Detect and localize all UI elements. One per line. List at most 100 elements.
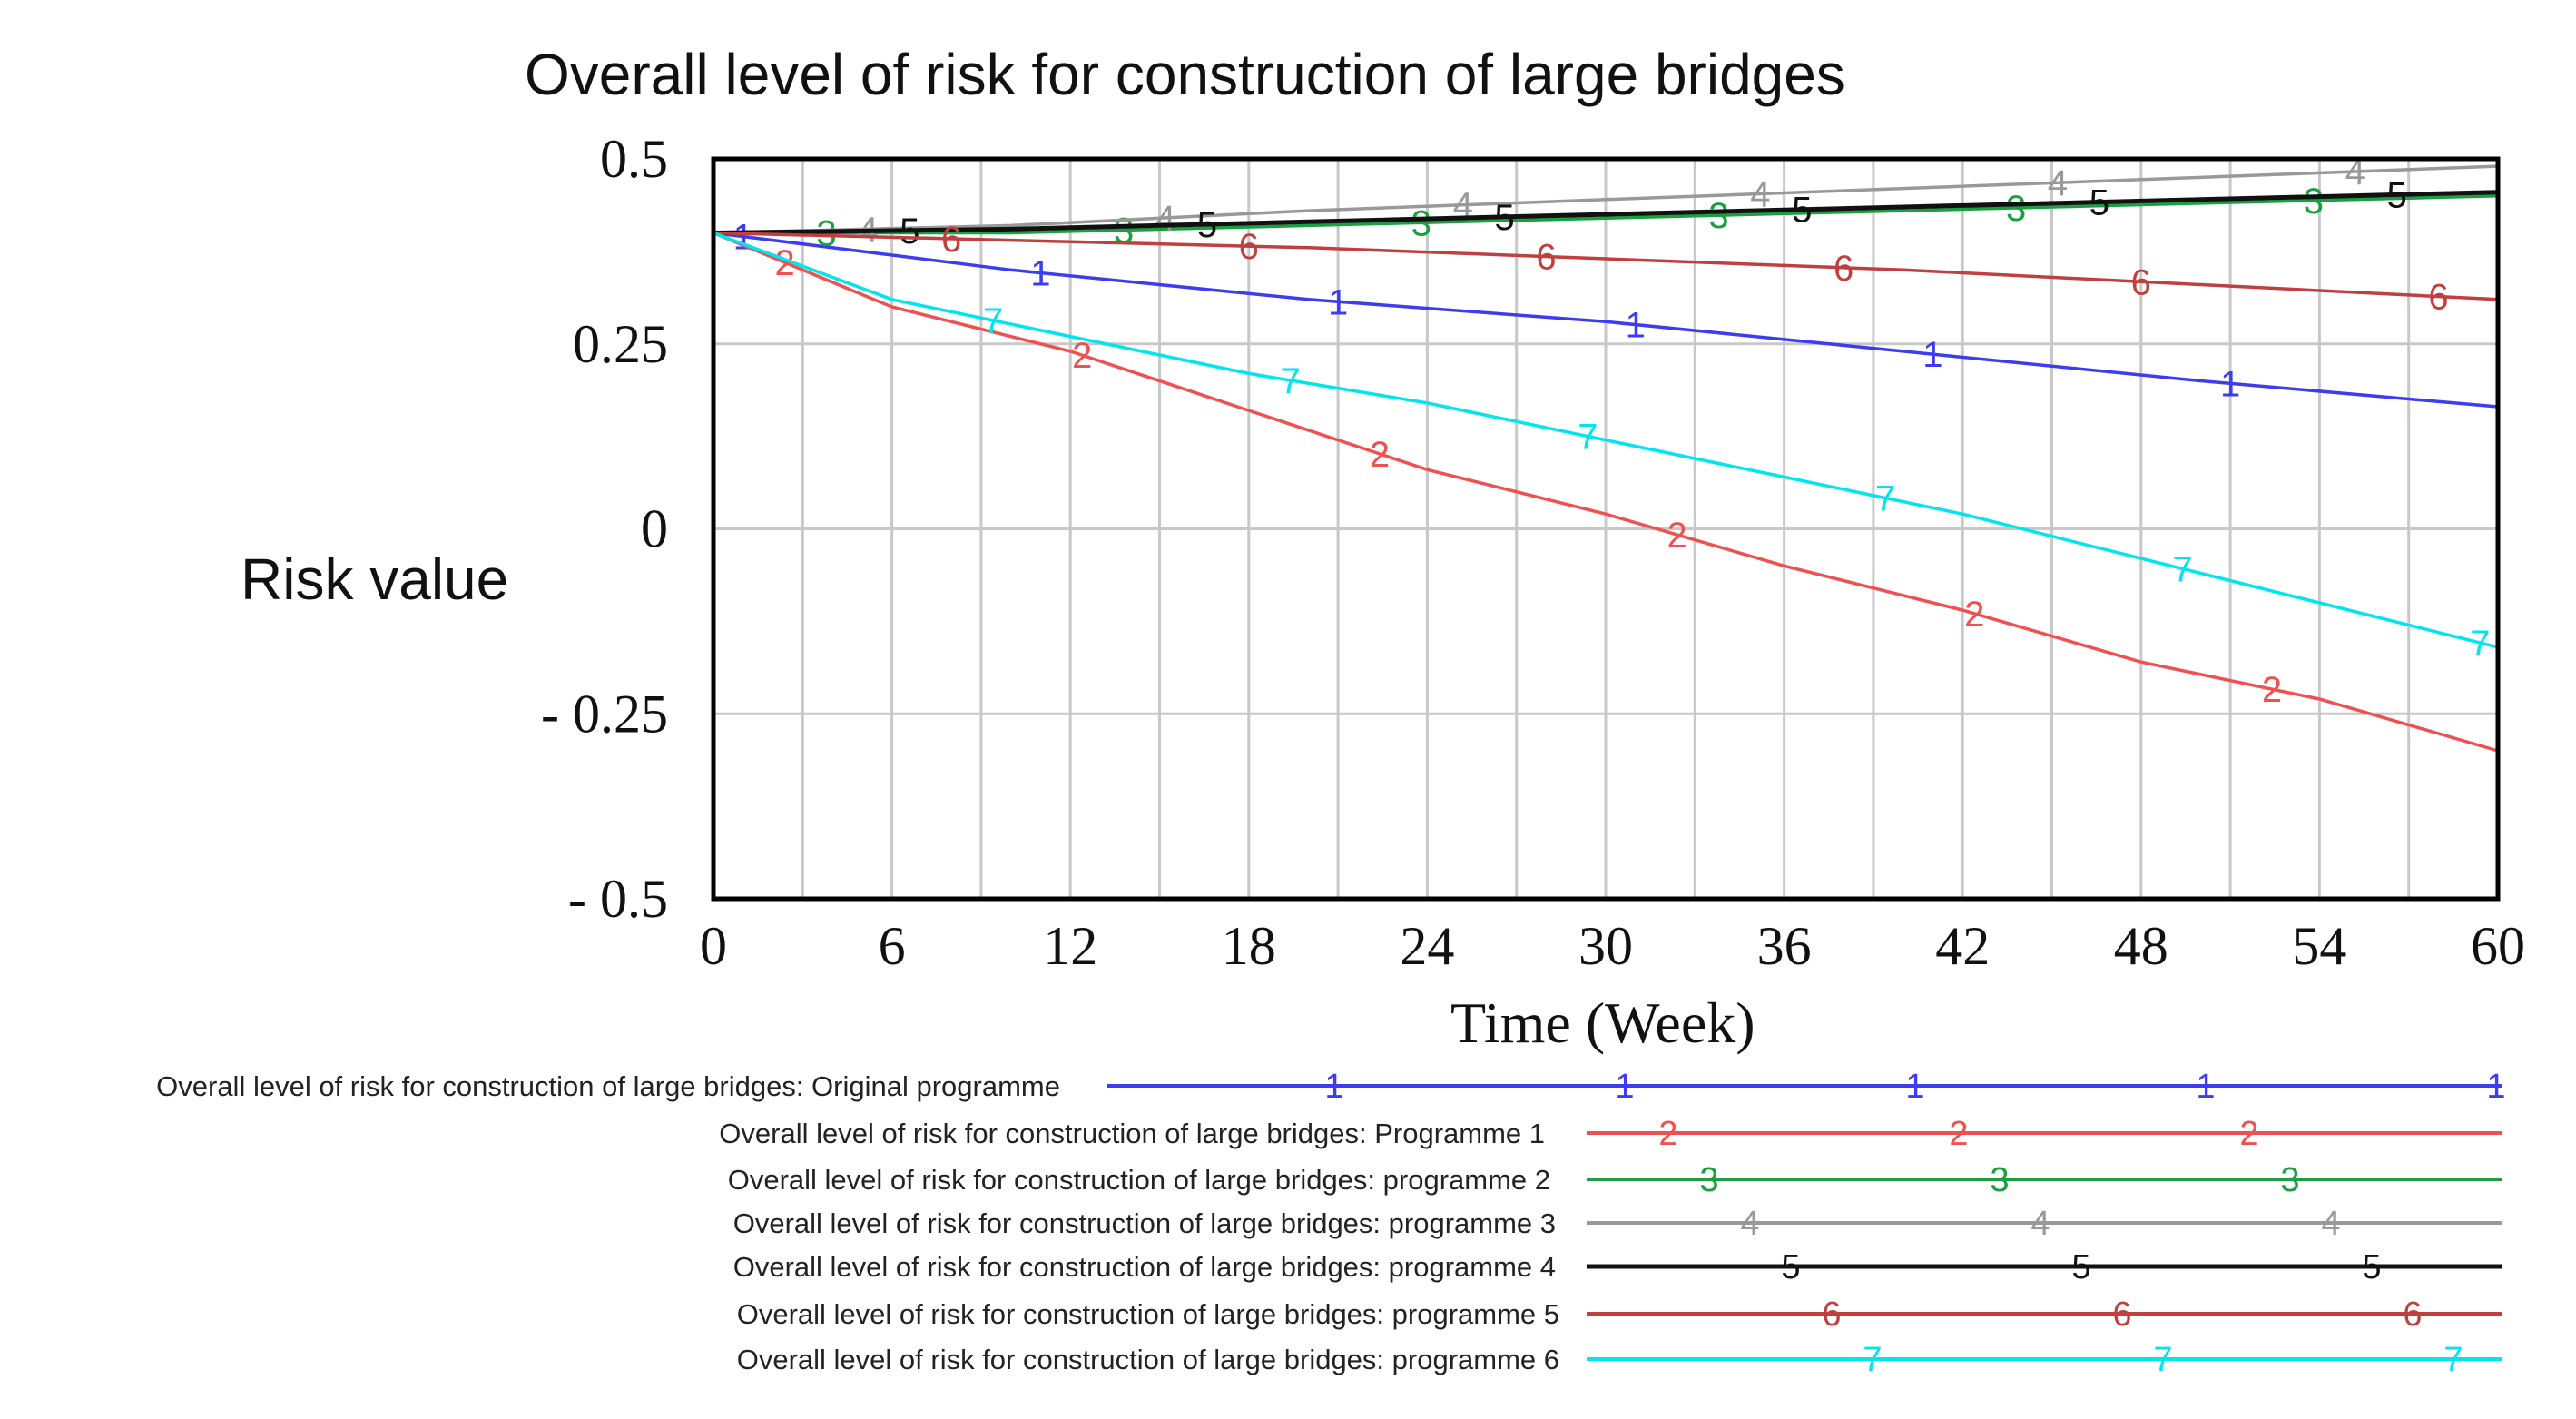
x-tick-label: 48 (2114, 916, 2168, 976)
legend-label: Overall level of risk for construction o… (156, 1070, 1060, 1102)
legend-marker: 7 (2443, 1341, 2463, 1379)
x-tick-label: 12 (1043, 916, 1097, 976)
legend-marker: 3 (1699, 1161, 1718, 1199)
series-marker-6: 6 (2131, 262, 2151, 302)
x-tick-label: 24 (1400, 916, 1454, 976)
y-tick-label: - 0.5 (568, 869, 668, 929)
legend-marker: 6 (2403, 1296, 2422, 1334)
series-marker-7: 7 (1578, 418, 1598, 458)
series-marker-1: 1 (1626, 306, 1646, 346)
legend-marker: 4 (2321, 1205, 2340, 1243)
legend-marker: 1 (1905, 1068, 1924, 1106)
x-tick-label: 18 (1222, 916, 1276, 976)
series-marker-4: 4 (1750, 174, 1770, 214)
plot-frame (711, 156, 2501, 902)
legend-marker: 2 (1949, 1115, 1968, 1153)
legend-marker: 1 (1615, 1068, 1634, 1106)
series-marker-7: 7 (1875, 479, 1895, 519)
legend-label: Overall level of risk for construction o… (728, 1164, 1550, 1196)
x-tick-label: 54 (2292, 916, 2346, 976)
x-tick-label: 42 (1935, 916, 1990, 976)
series-marker-1: 1 (1922, 335, 1942, 375)
legend-marker: 1 (2486, 1068, 2505, 1106)
series-marker-4: 4 (2048, 163, 2068, 203)
legend-label: Overall level of risk for construction o… (733, 1251, 1556, 1283)
legend-marker: 5 (2362, 1248, 2381, 1286)
series-marker-5: 5 (1197, 205, 1217, 245)
series-marker-7: 7 (1281, 361, 1301, 401)
legend-label: Overall level of risk for construction o… (737, 1298, 1559, 1330)
series-marker-2: 2 (1370, 435, 1390, 475)
series-line-7 (713, 231, 2499, 649)
series-marker-5: 5 (2386, 175, 2406, 215)
legend: Overall level of risk for construction o… (156, 1068, 2505, 1379)
series-marker-7: 7 (2470, 624, 2490, 664)
legend-marker: 5 (2071, 1248, 2090, 1286)
legend-marker: 1 (2196, 1068, 2215, 1106)
series-marker-6: 6 (1239, 227, 1259, 267)
legend-marker: 3 (2280, 1161, 2299, 1199)
legend-marker: 3 (1990, 1161, 2009, 1199)
series-marker-5: 5 (1792, 191, 1812, 231)
series-line-3 (713, 194, 2499, 235)
x-tick-label: 60 (2471, 916, 2525, 976)
series-marker-3: 3 (2304, 182, 2324, 222)
chart-title: Overall level of risk for construction o… (525, 42, 1845, 107)
series-marker-6: 6 (1834, 249, 1853, 289)
series-line-5 (713, 190, 2499, 235)
series-marker-3: 3 (1708, 196, 1728, 236)
legend-item-3: Overall level of risk for construction o… (728, 1161, 2502, 1199)
y-tick-label: 0.25 (573, 314, 668, 374)
y-tick-labels: 0.5 0.25 0 - 0.25 - 0.5 (541, 129, 668, 929)
x-tick-label: 30 (1578, 916, 1633, 976)
x-tick-labels: 0 6 12 18 24 30 36 42 48 54 60 (700, 916, 2525, 976)
legend-marker: 7 (2153, 1341, 2172, 1379)
series-marker-5: 5 (2089, 183, 2109, 223)
series-marker-4: 4 (1155, 199, 1175, 239)
series-marker-1: 1 (1328, 282, 1348, 322)
series-marker-6: 6 (941, 220, 961, 260)
series-marker-7: 7 (2173, 550, 2193, 590)
legend-marker: 6 (2112, 1296, 2131, 1334)
series-line-6 (713, 231, 2499, 301)
legend-item-2: Overall level of risk for construction o… (719, 1115, 2502, 1153)
series-marker-3: 3 (1411, 203, 1431, 243)
legend-marker: 2 (2239, 1115, 2258, 1153)
y-tick-label: - 0.25 (541, 684, 668, 744)
series-marker-5: 5 (1494, 198, 1514, 238)
legend-marker: 6 (1822, 1296, 1841, 1334)
series-marker-3: 3 (1114, 211, 1134, 251)
legend-item-6: Overall level of risk for construction o… (737, 1296, 2502, 1334)
legend-marker: 1 (1324, 1068, 1343, 1106)
legend-marker: 7 (1863, 1341, 1882, 1379)
series-marker-5: 5 (900, 212, 919, 251)
series-marker-2: 2 (1964, 595, 1984, 635)
y-axis-label: Risk value (241, 547, 508, 612)
grid-lines (713, 159, 2498, 899)
legend-label: Overall level of risk for construction o… (737, 1344, 1559, 1375)
series-marker-1: 1 (1030, 254, 1050, 294)
series-marker-2: 2 (775, 243, 795, 283)
legend-marker: 4 (1740, 1205, 1759, 1243)
series-marker-4: 4 (2345, 153, 2365, 192)
legend-item-5: Overall level of risk for construction o… (733, 1248, 2502, 1286)
legend-item-4: Overall level of risk for construction o… (733, 1205, 2502, 1243)
series-line-2 (713, 231, 2499, 753)
x-tick-label: 0 (700, 916, 727, 976)
series-line-1 (713, 231, 2499, 409)
y-tick-label: 0 (641, 499, 668, 559)
series-marker-7: 7 (983, 301, 1003, 341)
series-line-4 (713, 164, 2499, 235)
series-marker-2: 2 (1667, 516, 1687, 556)
legend-item-1: Overall level of risk for construction o… (156, 1068, 2505, 1106)
x-axis-label: Time (Week) (1450, 990, 1755, 1055)
legend-label: Overall level of risk for construction o… (733, 1207, 1556, 1239)
series-marker-6: 6 (2428, 278, 2448, 318)
series-marker-1: 1 (733, 218, 753, 258)
legend-item-7: Overall level of risk for construction o… (737, 1341, 2502, 1379)
series-marker-2: 2 (1072, 336, 1092, 376)
legend-marker: 5 (1781, 1248, 1800, 1286)
